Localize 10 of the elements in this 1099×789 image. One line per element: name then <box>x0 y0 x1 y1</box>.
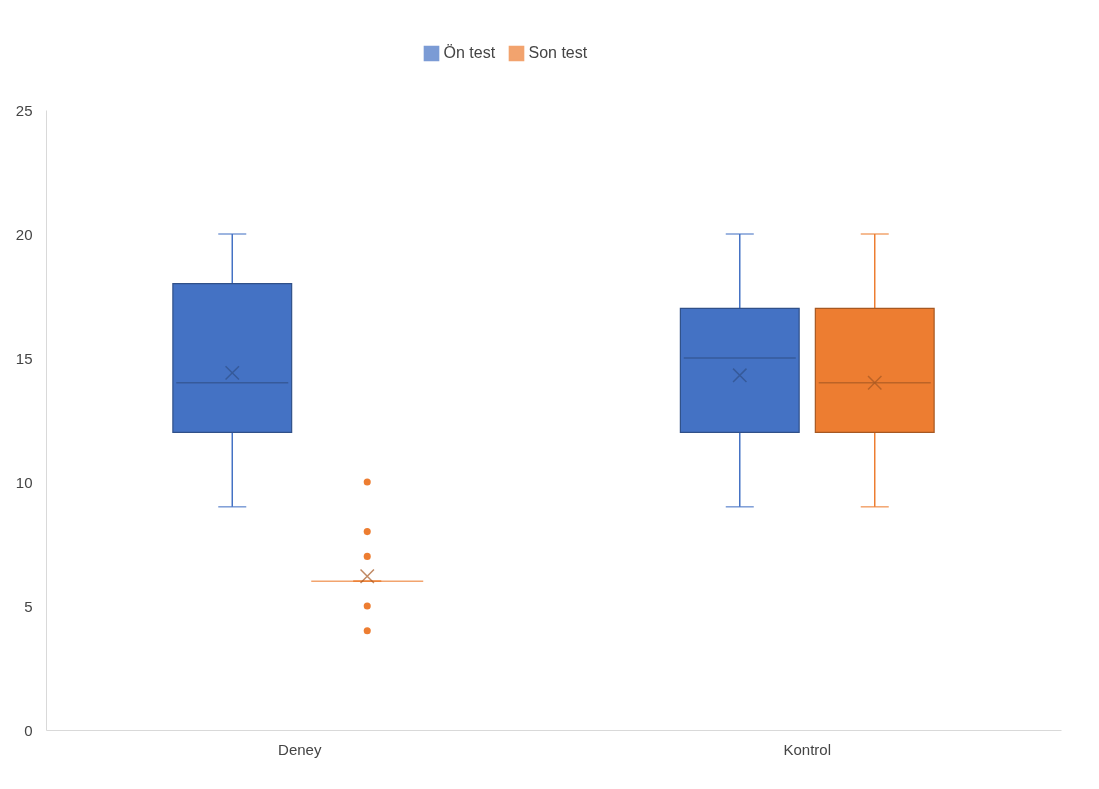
y-tick-label: 25 <box>15 101 33 119</box>
x-tick-label: Kontrol <box>783 740 832 758</box>
y-tick-label: 0 <box>24 721 33 739</box>
y-tick-label: 5 <box>24 597 33 615</box>
legend-label: Ön test <box>443 44 496 62</box>
x-tick-label: Deney <box>278 740 322 758</box>
legend-label: Son test <box>528 44 588 62</box>
y-tick-label: 20 <box>15 225 33 243</box>
y-tick-label: 15 <box>15 349 33 367</box>
y-tick-label: 10 <box>15 473 33 491</box>
